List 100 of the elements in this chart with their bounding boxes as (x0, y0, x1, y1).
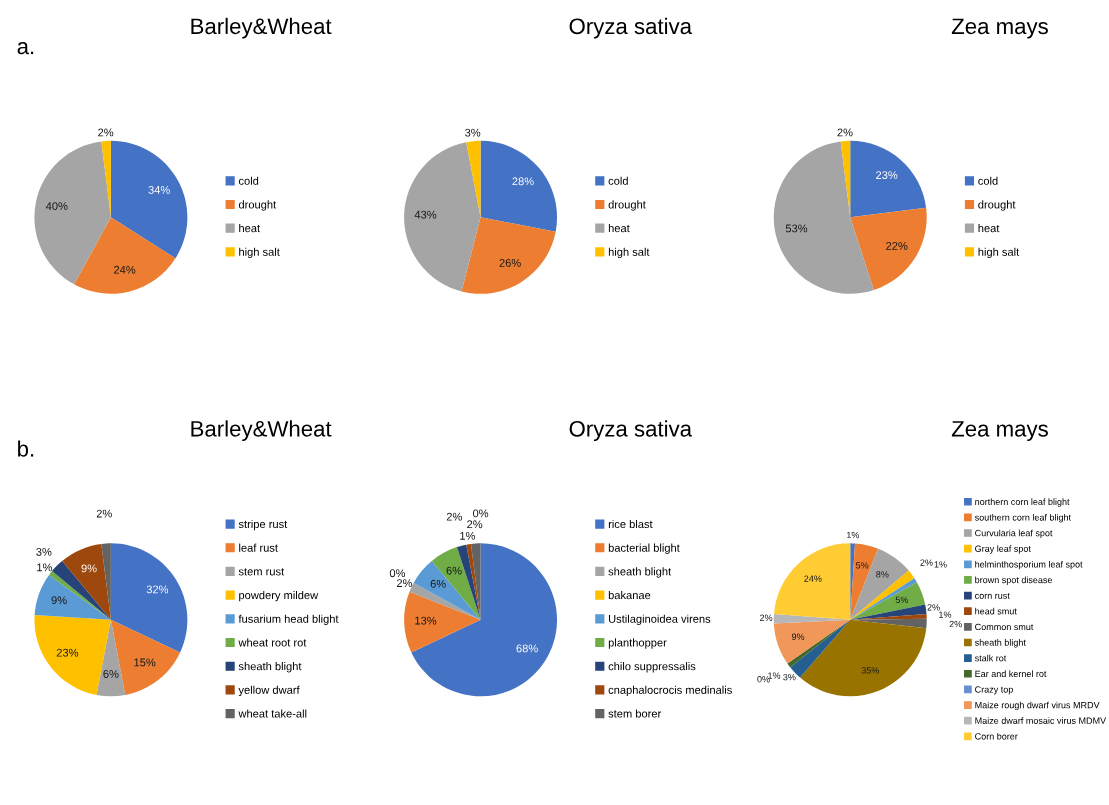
data-label: 22% (886, 241, 908, 250)
legend-label: planthopper (608, 638, 667, 649)
legend-label: high salt (978, 247, 1020, 259)
data-label: 43% (414, 210, 437, 219)
legend-label: cnaphalocrocis medinalis (608, 685, 732, 697)
text: 0% (389, 569, 406, 578)
legend-label: Corn borer (975, 732, 1018, 740)
legend-label: cold (608, 176, 628, 185)
legend-label: southern corn leaf blight (974, 514, 1071, 523)
data-label: 23% (876, 171, 898, 180)
data-label: 3% (36, 547, 52, 556)
legend-label: high salt (608, 247, 650, 259)
legend-label: leaf rust (239, 543, 278, 552)
data-label: 5% (855, 562, 869, 569)
data-label: 3% (783, 673, 796, 681)
data-label: 34% (148, 185, 170, 194)
data-label: 2% (96, 509, 112, 518)
data-label: 2% (396, 579, 413, 587)
legend-label: helminthosporium leaf spot (975, 560, 1083, 570)
data-label: 6% (446, 566, 462, 575)
legend-label: drought (608, 200, 646, 211)
chart-title: Zea mays (951, 421, 1048, 442)
data-label: 1% (847, 531, 860, 539)
data-label: 1% (768, 672, 781, 679)
chart-title: Oryza sativa (569, 420, 693, 442)
data-label: 5% (895, 596, 909, 603)
legend-label: stem borer (608, 709, 662, 718)
data-label: 24% (114, 265, 136, 274)
data-label: 2% (98, 128, 114, 137)
legend-label: sheath blight (608, 567, 672, 578)
text: 0% (757, 676, 770, 683)
legend-label: yellow dwarf (238, 685, 300, 697)
data-label: 9% (81, 564, 97, 573)
legend-label: Maize dwarf mosaic virus MDMV (975, 717, 1107, 724)
data-label: 9% (791, 633, 805, 640)
legend-label: drought (978, 200, 1016, 211)
legend-label: heat (239, 224, 261, 233)
data-label: 26% (499, 258, 521, 267)
legend-label: Maize rough dwarf virus MRDV (975, 701, 1100, 711)
legend-label: corn rust (975, 592, 1010, 599)
data-label: 6% (103, 670, 119, 678)
legend-label: head smut (975, 607, 1017, 615)
legend-label: Crazy top (975, 686, 1013, 695)
data-label: 2% (927, 604, 940, 611)
legend-label: stripe rust (238, 519, 288, 531)
data-label: 8% (876, 571, 889, 578)
legend-label: rice blast (608, 519, 653, 529)
text: 0% (472, 509, 489, 518)
legend-label: wheat root rot (238, 638, 307, 647)
data-label: 1% (939, 611, 952, 618)
legend-label: Curvularia leaf spot (975, 529, 1053, 539)
data-label: 15% (134, 658, 156, 667)
data-label: 2% (467, 520, 483, 529)
data-label: 6% (430, 579, 446, 588)
data-label: 53% (785, 224, 808, 233)
legend-label: sheath blight (238, 662, 302, 673)
legend-label: Gray leaf spot (975, 545, 1031, 554)
legend-label: wheat take-all (238, 709, 307, 718)
legend-label: Ustilaginoidea virens (608, 614, 711, 626)
legend-label: drought (238, 200, 277, 211)
data-label: 1% (37, 563, 53, 572)
data-label: 2% (949, 620, 962, 628)
data-label: 1% (460, 531, 476, 540)
chart-title: Barley&Wheat (191, 420, 332, 442)
legend-label: powdery mildew (239, 590, 319, 602)
data-label: 2% (920, 559, 933, 566)
legend-label: bakanae (608, 590, 651, 600)
chart-title: Zea mays (951, 18, 1048, 39)
data-label: 3% (465, 128, 481, 137)
legend-label: brown spot disease (975, 576, 1053, 585)
legend-label: cold (238, 176, 259, 185)
data-label: 32% (146, 585, 169, 594)
data-label: 2% (837, 128, 853, 137)
legend-label: high salt (239, 247, 280, 259)
legend-label: heat (608, 224, 630, 233)
data-label: 9% (51, 596, 67, 605)
text: a. (17, 42, 34, 55)
legend-label: Common smut (975, 623, 1034, 631)
data-label: 24% (804, 575, 822, 582)
legend-label: fusarium head blight (238, 614, 339, 626)
legend-label: chilo suppressalis (608, 662, 696, 673)
legend-label: stalk rot (974, 654, 1007, 662)
legend-label: cold (978, 176, 998, 185)
data-label: 28% (512, 177, 534, 186)
data-label: 35% (861, 667, 880, 674)
chart-title: Oryza sativa (569, 17, 693, 39)
data-label: 68% (516, 644, 538, 653)
data-label: 2% (446, 512, 462, 521)
legend-label: bacterial blight (608, 543, 680, 554)
data-label: 1% (934, 561, 947, 568)
legend-label: stem rust (238, 568, 285, 576)
data-label: 13% (415, 616, 437, 625)
legend-label: Ear and kernel rot (975, 670, 1047, 678)
chart-title: Barley&Wheat (191, 17, 332, 39)
data-label: 2% (760, 614, 773, 621)
data-label: 23% (56, 648, 79, 657)
text: b. (18, 440, 34, 457)
legend-label: sheath blight (974, 639, 1026, 648)
legend-label: heat (978, 224, 1000, 233)
legend-label: northern corn leaf blight (975, 498, 1070, 507)
